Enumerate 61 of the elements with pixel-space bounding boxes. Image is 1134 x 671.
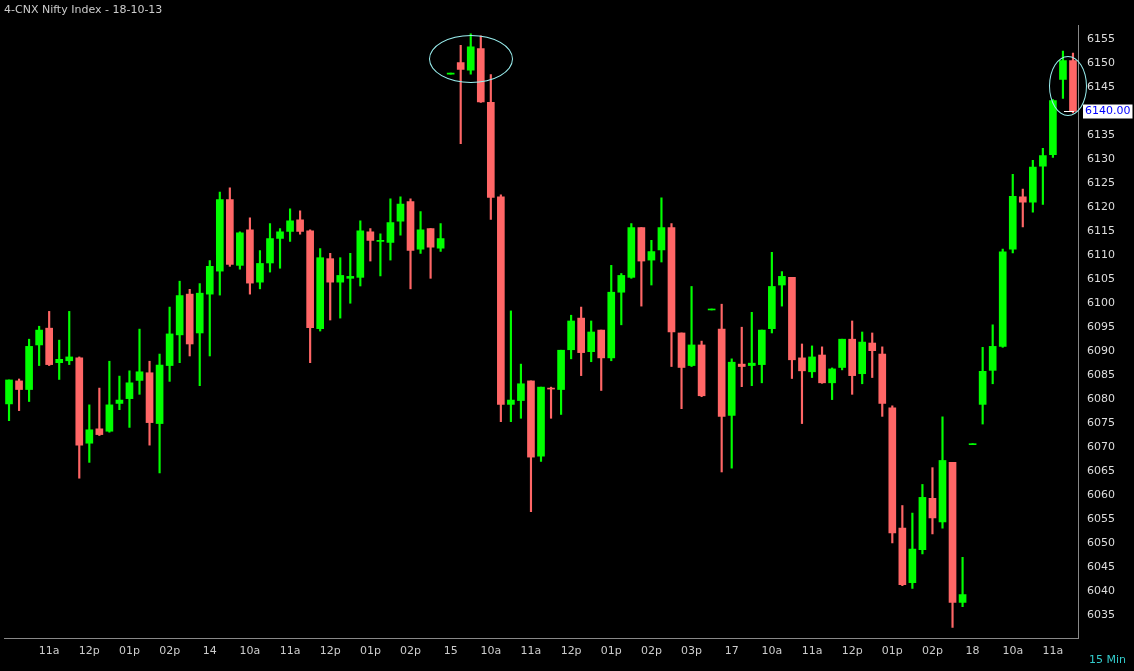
y-tick-label: 6045 <box>1087 559 1115 573</box>
candlestick <box>657 197 666 263</box>
candlestick <box>928 467 937 535</box>
y-tick-label: 6080 <box>1087 391 1115 405</box>
y-tick-label: 6070 <box>1087 439 1115 453</box>
y-tick-label: 6110 <box>1087 248 1115 262</box>
x-tick-label: 12p <box>319 644 341 658</box>
x-tick-label: 02p <box>400 644 422 658</box>
y-tick-label: 6125 <box>1087 176 1115 190</box>
x-tick-label: 11a <box>1042 644 1064 658</box>
x-tick-label: 11a <box>38 644 60 658</box>
x-tick-label: 12p <box>841 644 863 658</box>
y-tick-label: 6100 <box>1087 296 1115 310</box>
x-tick-label: 02p <box>921 644 943 658</box>
candlestick <box>125 370 134 428</box>
x-tick-label: 12p <box>560 644 582 658</box>
x-tick-label: 10a <box>480 644 502 658</box>
x-tick-label: 11a <box>520 644 542 658</box>
candlestick <box>115 375 124 410</box>
y-tick-label: 6155 <box>1087 32 1115 46</box>
x-tick-label: 14 <box>202 644 217 658</box>
y-tick-label: 6135 <box>1087 128 1115 142</box>
y-tick-label: 6085 <box>1087 368 1115 381</box>
y-tick-label: 6090 <box>1087 344 1115 358</box>
candlestick <box>135 328 144 395</box>
text: 15 Min <box>1088 653 1127 667</box>
candlestick <box>958 556 967 608</box>
x-tick-label: 11a <box>801 644 823 658</box>
y-tick-label: 6150 <box>1087 56 1115 70</box>
x-tick-label: 01p <box>359 644 381 658</box>
x-tick-label: 11a <box>279 644 301 658</box>
y-tick-label: 6145 <box>1087 80 1115 94</box>
y-tick-label: 6035 <box>1087 607 1115 621</box>
x-tick-label: 18 <box>965 644 980 658</box>
x-tick-label: 02p <box>159 644 181 658</box>
x-tick-label: 17 <box>724 644 739 658</box>
x-tick-label: 10a <box>239 644 261 658</box>
x-tick-label: 10a <box>761 644 783 658</box>
y-tick-label: 6050 <box>1087 535 1115 549</box>
x-tick-label: 01p <box>118 644 140 658</box>
y-tick-label: 6060 <box>1087 487 1115 501</box>
chart-title: 4-CNX Nifty Index - 18-10-13 <box>4 3 163 17</box>
x-tick-label: 02p <box>640 644 662 658</box>
candlestick <box>386 198 395 261</box>
candlestick <box>687 286 696 367</box>
y-tick-label: 6095 <box>1087 320 1115 334</box>
y-tick-label: 6040 <box>1087 583 1115 597</box>
y-tick-label: 6115 <box>1087 224 1115 238</box>
y-tick-label: 6055 <box>1087 511 1115 525</box>
ref-line-label: 6140.00 <box>1085 104 1131 118</box>
y-tick-label: 6105 <box>1087 272 1115 286</box>
y-tick-label: 6065 <box>1087 463 1115 477</box>
x-tick-label: 15 <box>443 644 458 658</box>
x-tick-label: 03p <box>681 644 703 658</box>
y-tick-label: 6130 <box>1087 152 1115 166</box>
x-tick-label: 01p <box>881 644 903 658</box>
x-tick-label: 12p <box>78 644 100 658</box>
y-tick-label: 6120 <box>1087 200 1115 214</box>
x-tick-label: 10a <box>1002 644 1024 658</box>
y-tick-label: 6075 <box>1087 415 1115 429</box>
x-tick-label: 01p <box>600 644 622 658</box>
